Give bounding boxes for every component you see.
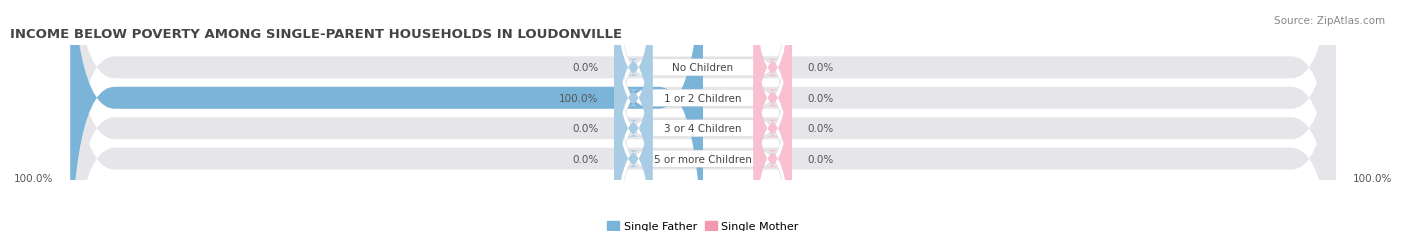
FancyBboxPatch shape	[614, 0, 652, 181]
FancyBboxPatch shape	[614, 16, 652, 231]
Text: 1 or 2 Children: 1 or 2 Children	[664, 93, 742, 103]
Text: 3 or 4 Children: 3 or 4 Children	[664, 124, 742, 134]
FancyBboxPatch shape	[754, 46, 792, 231]
Text: Source: ZipAtlas.com: Source: ZipAtlas.com	[1274, 16, 1385, 26]
Text: 100.0%: 100.0%	[560, 93, 599, 103]
FancyBboxPatch shape	[614, 0, 792, 231]
FancyBboxPatch shape	[614, 46, 652, 231]
FancyBboxPatch shape	[614, 0, 792, 231]
FancyBboxPatch shape	[70, 0, 1336, 231]
Text: 0.0%: 0.0%	[807, 124, 834, 134]
Text: 100.0%: 100.0%	[13, 173, 53, 183]
FancyBboxPatch shape	[614, 0, 652, 211]
FancyBboxPatch shape	[70, 0, 1336, 231]
Text: 0.0%: 0.0%	[807, 63, 834, 73]
Text: 100.0%: 100.0%	[1353, 173, 1392, 183]
Text: 0.0%: 0.0%	[572, 154, 599, 164]
FancyBboxPatch shape	[754, 16, 792, 231]
FancyBboxPatch shape	[614, 0, 792, 211]
FancyBboxPatch shape	[754, 0, 792, 181]
Text: INCOME BELOW POVERTY AMONG SINGLE-PARENT HOUSEHOLDS IN LOUDONVILLE: INCOME BELOW POVERTY AMONG SINGLE-PARENT…	[10, 28, 623, 41]
Text: 0.0%: 0.0%	[572, 63, 599, 73]
FancyBboxPatch shape	[754, 0, 792, 211]
FancyBboxPatch shape	[70, 0, 1336, 231]
Text: 0.0%: 0.0%	[807, 93, 834, 103]
Text: 5 or more Children: 5 or more Children	[654, 154, 752, 164]
FancyBboxPatch shape	[70, 0, 1336, 231]
Text: 0.0%: 0.0%	[807, 154, 834, 164]
FancyBboxPatch shape	[70, 0, 703, 231]
Text: 0.0%: 0.0%	[572, 124, 599, 134]
Legend: Single Father, Single Mother: Single Father, Single Mother	[607, 221, 799, 231]
FancyBboxPatch shape	[614, 16, 792, 231]
Text: No Children: No Children	[672, 63, 734, 73]
